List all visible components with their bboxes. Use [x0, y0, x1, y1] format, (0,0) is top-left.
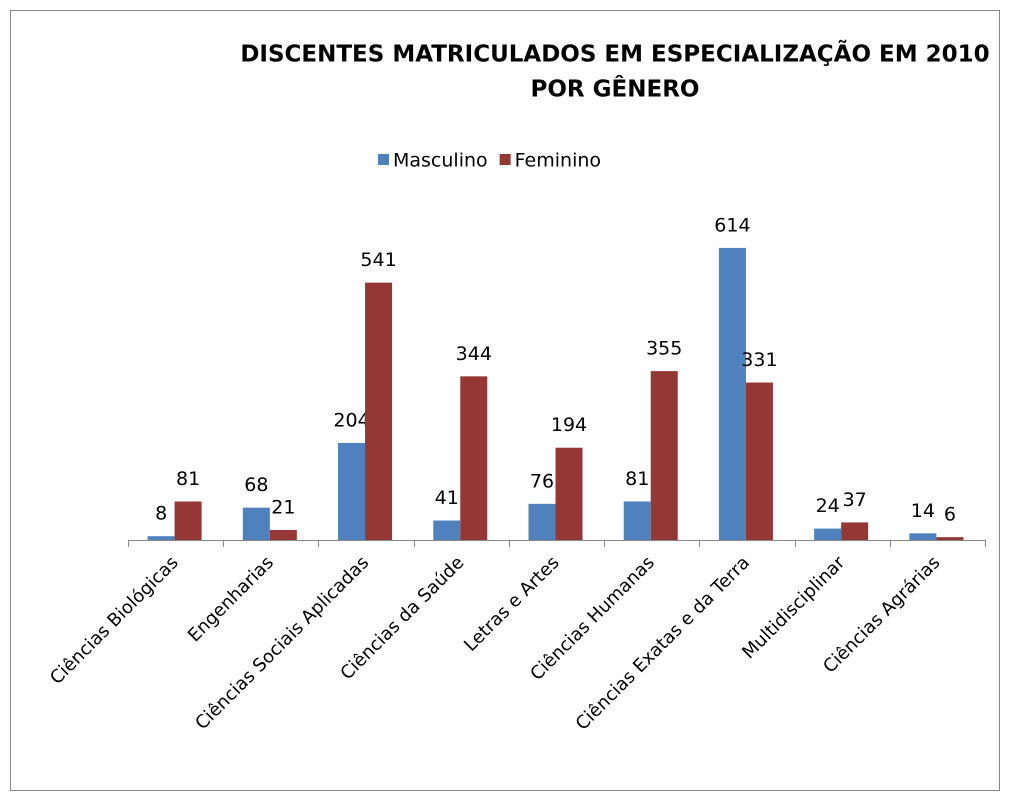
- data-label: 541: [360, 249, 396, 271]
- legend-swatch: [499, 154, 511, 165]
- data-label: 344: [456, 343, 492, 365]
- data-label: 355: [646, 338, 682, 360]
- legend-label: Feminino: [515, 150, 601, 172]
- data-label: 81: [625, 468, 649, 490]
- bar: [338, 442, 366, 540]
- bar: [147, 536, 175, 540]
- bar: [718, 247, 746, 540]
- bar: [269, 530, 297, 540]
- bar: [814, 528, 842, 540]
- data-label: 76: [530, 470, 554, 492]
- bar: [650, 371, 678, 540]
- bar: [528, 503, 556, 540]
- data-label: 14: [911, 500, 935, 522]
- data-label: 204: [333, 409, 369, 431]
- chart-title: POR GÊNERO: [531, 75, 700, 103]
- data-label: 68: [244, 474, 268, 496]
- legend-swatch: [378, 154, 389, 165]
- bar: [936, 537, 964, 540]
- bar: [841, 522, 869, 540]
- chart-border: [10, 10, 1000, 791]
- bar: [623, 501, 651, 540]
- bar: [365, 282, 393, 540]
- data-label: 41: [435, 487, 459, 509]
- bar: [460, 376, 488, 540]
- data-label: 8: [155, 503, 167, 525]
- data-label: 6: [944, 504, 956, 526]
- data-label: 81: [176, 468, 200, 490]
- data-label: 614: [714, 214, 750, 236]
- data-label: 37: [843, 489, 867, 511]
- bar: [433, 520, 461, 540]
- data-label: 21: [271, 497, 295, 519]
- data-label: 194: [551, 414, 587, 436]
- bar: [909, 533, 937, 540]
- bar: [174, 501, 202, 540]
- bar: [745, 382, 773, 540]
- chart-title: DISCENTES MATRICULADOS EM ESPECIALIZAÇÃO…: [240, 40, 989, 68]
- bar: [242, 507, 270, 540]
- legend-label: Masculino: [393, 150, 488, 172]
- bar: [555, 447, 583, 540]
- data-label: 24: [816, 495, 840, 517]
- data-label: 331: [741, 349, 777, 371]
